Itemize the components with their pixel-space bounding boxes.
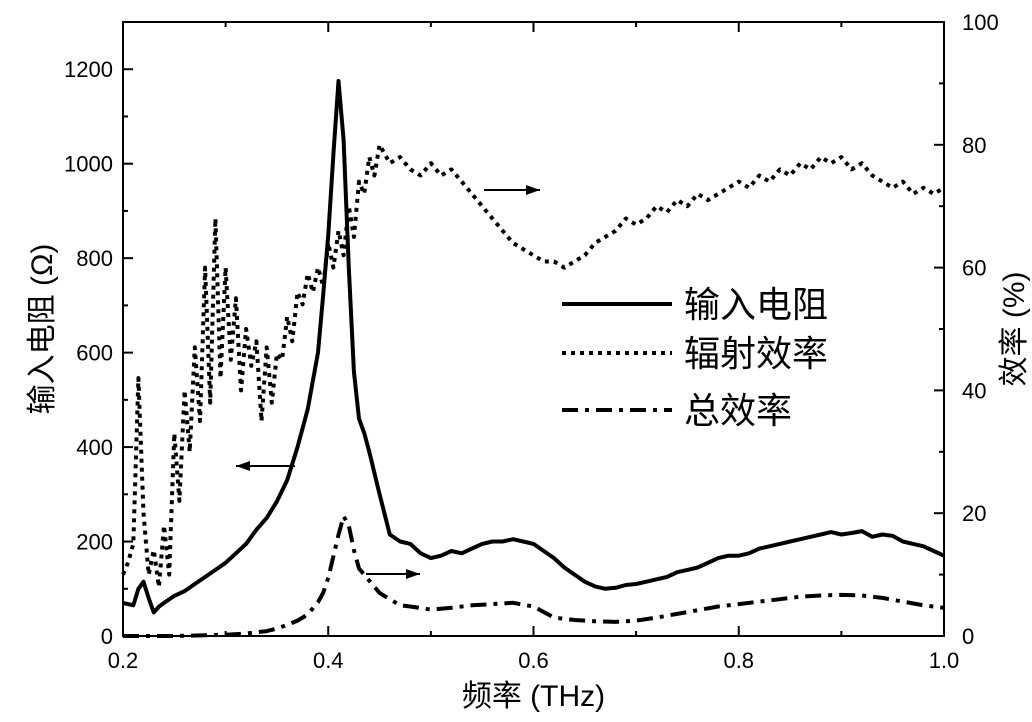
y-left-tick-label: 800 [76,246,113,271]
x-tick-label: 0.6 [518,648,549,673]
y-left-tick-label: 400 [76,435,113,460]
x-axis-title: 频率 (THz) [462,680,605,713]
y-left-tick-label: 600 [76,341,113,366]
series-line-0 [122,79,945,615]
y-right-tick-label: 20 [962,501,986,526]
y-right-axis-title: 效率 (%) [998,272,1031,387]
arrow-head [526,185,540,195]
total-efficiency-arrow [366,569,420,579]
annotation-group [236,185,540,579]
arrow-head [236,461,250,471]
series-line-1 [121,142,946,589]
legend-label-2: 总效率 [684,390,792,431]
x-tick-label: 0.4 [313,648,344,673]
arrow-head [406,569,420,579]
y-right-tick-label: 100 [962,10,999,35]
legend-label-1: 辐射效率 [684,333,828,374]
left-axis-arrow [236,461,295,471]
y-right-tick-label: 0 [962,624,974,649]
y-left-tick-label: 0 [101,624,113,649]
y-left-axis-title: 输入电阻 (Ω) [26,244,59,415]
y-left-tick-label: 1000 [64,152,113,177]
x-tick-label: 0.8 [723,648,754,673]
y-right-tick-label: 40 [962,378,986,403]
radiation-efficiency-arrow [484,185,540,195]
legend-label-0: 输入电阻 [684,284,828,325]
y-right-tick-label: 80 [962,133,986,158]
x-tick-label: 0.2 [108,648,139,673]
series-line-2 [123,514,945,638]
x-tick-label: 1.0 [929,648,960,673]
axes-group: 0.2 0.4 0.6 0.8 1.00200400600800100012000204… [26,10,1031,713]
y-left-tick-label: 1200 [64,57,113,82]
series-group [121,79,946,638]
y-right-tick-label: 60 [962,256,986,281]
y-left-tick-label: 200 [76,530,113,555]
